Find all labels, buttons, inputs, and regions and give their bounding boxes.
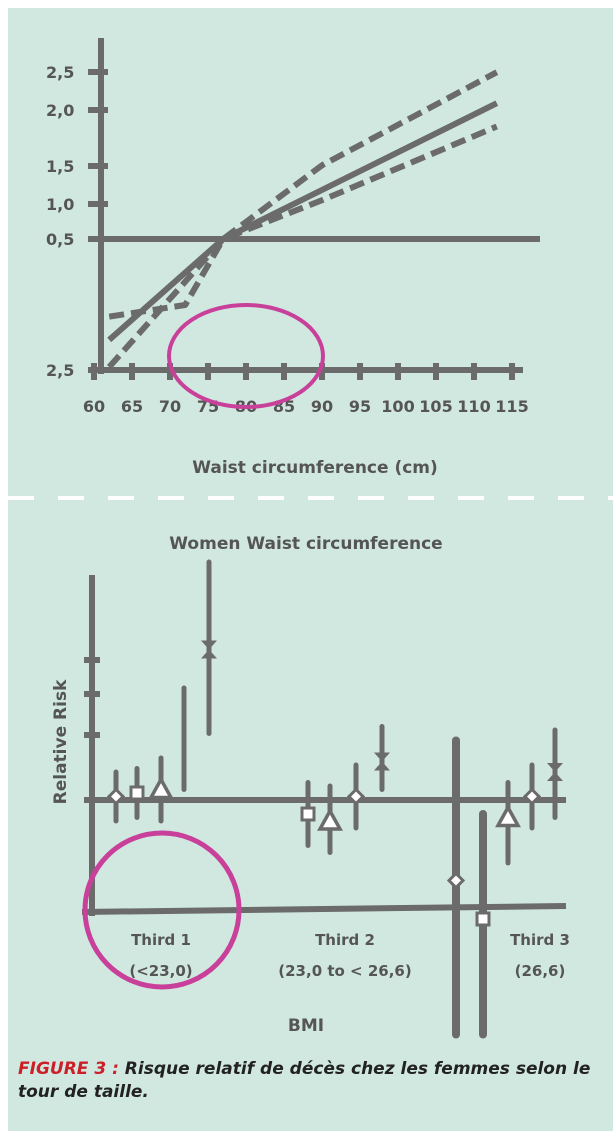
- cross-marker: [374, 752, 390, 762]
- caption-figure-label: FIGURE 3 :: [18, 1059, 119, 1079]
- chart-title: Women Waist circumference: [169, 534, 442, 554]
- diamond-marker: [106, 787, 126, 806]
- cross-marker: [374, 761, 390, 771]
- x-tick-label: 65: [121, 397, 143, 416]
- triangle-marker: [495, 803, 521, 828]
- x-axis-title: Waist circumference (cm): [192, 458, 438, 478]
- y-tick-label: 2,5: [46, 361, 74, 380]
- square-marker: [129, 785, 145, 801]
- figure-caption: FIGURE 3 : Risque relatif de décès chez …: [18, 1058, 598, 1104]
- diamond-marker: [346, 787, 366, 806]
- diamond-marker: [522, 787, 542, 806]
- highlight-circle: [82, 830, 242, 990]
- group-sublabel: (26,6): [515, 962, 566, 980]
- group-label: Third 2: [315, 931, 375, 949]
- x-tick-label: 70: [159, 397, 181, 416]
- estimate-line: [107, 100, 499, 343]
- group-sublabel: (23,0 to < 26,6): [278, 962, 411, 980]
- x-tick-label: 110: [457, 397, 490, 416]
- cross-marker: [547, 763, 563, 772]
- x-tick-label: 60: [83, 397, 105, 416]
- bottom-scatter-chart: Women Waist circumference Relative Risk Th…: [51, 534, 570, 1039]
- cross-marker: [547, 772, 563, 781]
- x-tick-label: 95: [349, 397, 371, 416]
- triangle-marker: [317, 807, 343, 831]
- y-tick-label: 1,5: [46, 157, 74, 176]
- cross-marker: [201, 649, 217, 659]
- square-marker: [300, 806, 316, 822]
- y-tick-label: 2,0: [46, 101, 74, 120]
- y-tick-label: 2,5: [46, 63, 74, 82]
- cross-marker: [201, 640, 217, 650]
- highlight-circle: [167, 303, 325, 409]
- caption-text: Risque relatif de décès chez les femmes …: [18, 1059, 591, 1102]
- y-axis-title: Relative Risk: [51, 679, 71, 804]
- x-tick-label: 100: [381, 397, 414, 416]
- group-label: Third 1: [131, 931, 191, 949]
- top-line-chart: 2,52,01,51,00,52,560 65 70 75 80 85 90 95 100 105…: [46, 38, 540, 478]
- x-tick-label: 115: [495, 397, 528, 416]
- confidence-line: [106, 123, 498, 369]
- y-tick-label: 0,5: [46, 230, 74, 249]
- square-marker: [475, 911, 491, 927]
- x-axis-title: BMI: [288, 1016, 324, 1036]
- x-tick-label: 90: [311, 397, 333, 416]
- triangle-marker: [148, 775, 174, 800]
- x-tick-label: 105: [419, 397, 452, 416]
- group-sublabel: (<23,0): [129, 962, 192, 980]
- y-tick-label: 1,0: [46, 195, 74, 214]
- group-label: Third 3: [510, 931, 570, 949]
- diamond-marker: [446, 871, 466, 890]
